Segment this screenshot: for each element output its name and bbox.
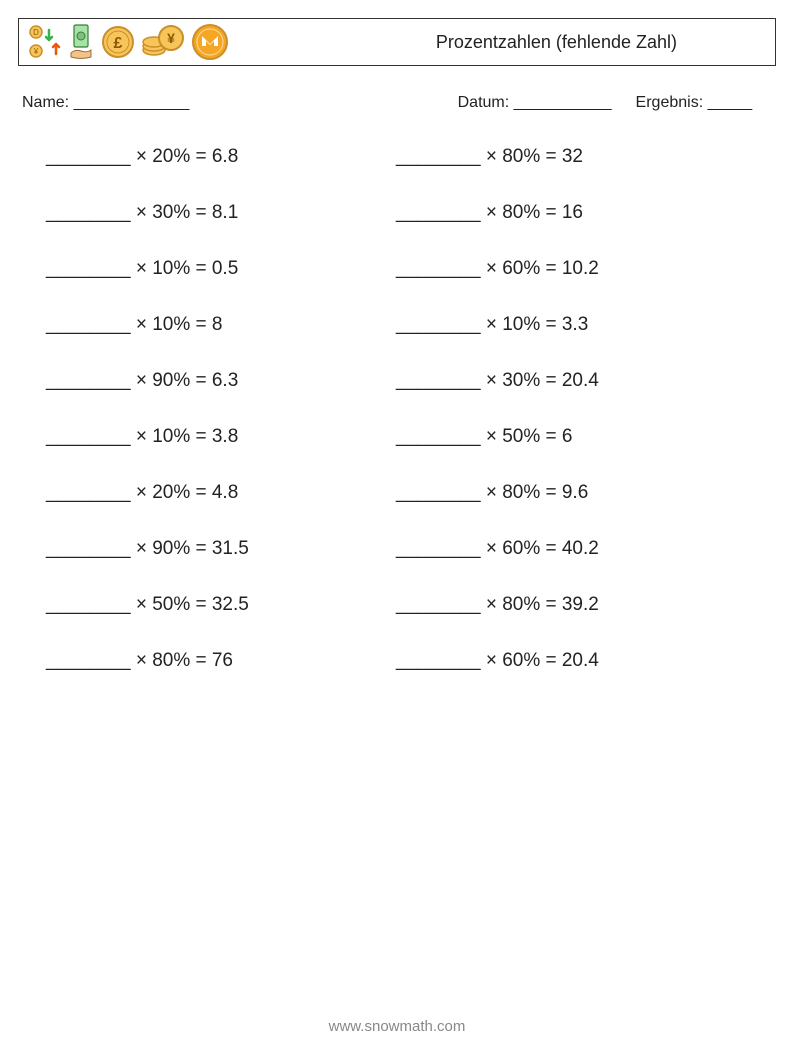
problem-right-2: ________ × 60% = 10.2 (396, 258, 726, 280)
problem-right-3: ________ × 10% = 3.3 (396, 314, 726, 336)
problem-right-8: ________ × 80% = 39.2 (396, 594, 726, 616)
date-blank: ___________ (514, 94, 612, 111)
problem-right-6: ________ × 80% = 9.6 (396, 482, 726, 504)
problem-left-1: ________ × 30% = 8.1 (46, 202, 376, 224)
svg-text:¥: ¥ (33, 47, 39, 56)
problem-left-8: ________ × 50% = 32.5 (46, 594, 376, 616)
result-label: Ergebnis: (636, 94, 704, 111)
svg-text:¥: ¥ (167, 30, 175, 46)
header-icons: D ¥ £ (27, 23, 229, 61)
problem-right-1: ________ × 80% = 16 (396, 202, 726, 224)
problem-left-2: ________ × 10% = 0.5 (46, 258, 376, 280)
worksheet-title: Prozentzahlen (fehlende Zahl) (436, 32, 767, 53)
problem-left-5: ________ × 10% = 3.8 (46, 426, 376, 448)
problem-left-4: ________ × 90% = 6.3 (46, 370, 376, 392)
problem-left-6: ________ × 20% = 4.8 (46, 482, 376, 504)
problem-right-9: ________ × 60% = 20.4 (396, 650, 726, 672)
result-field: Ergebnis: _____ (636, 94, 753, 112)
problem-left-7: ________ × 90% = 31.5 (46, 538, 376, 560)
monero-coin-icon (191, 23, 229, 61)
name-label: Name: (22, 94, 69, 111)
problem-right-7: ________ × 60% = 40.2 (396, 538, 726, 560)
cash-hand-icon (67, 23, 95, 61)
svg-text:D: D (33, 28, 39, 37)
date-field: Datum: ___________ (458, 94, 612, 112)
problem-right-4: ________ × 30% = 20.4 (396, 370, 726, 392)
problem-right-0: ________ × 80% = 32 (396, 146, 726, 168)
date-label: Datum: (458, 94, 510, 111)
svg-text:£: £ (114, 35, 123, 52)
problems-grid: ________ × 20% = 6.8 ________ × 80% = 32 _… (18, 146, 776, 672)
problem-left-9: ________ × 80% = 76 (46, 650, 376, 672)
name-blank: _____________ (74, 94, 190, 111)
yen-coins-icon: ¥ (141, 25, 185, 59)
currency-exchange-icon: D ¥ (27, 24, 61, 60)
problem-right-5: ________ × 50% = 6 (396, 426, 726, 448)
result-blank: _____ (708, 94, 753, 111)
footer-text: www.snowmath.com (0, 1018, 794, 1035)
problem-left-3: ________ × 10% = 8 (46, 314, 376, 336)
info-row: Name: _____________ Datum: ___________ E… (18, 94, 776, 112)
header-box: D ¥ £ (18, 18, 776, 66)
problem-left-0: ________ × 20% = 6.8 (46, 146, 376, 168)
pound-coin-icon: £ (101, 25, 135, 59)
name-field: Name: _____________ (18, 94, 458, 112)
